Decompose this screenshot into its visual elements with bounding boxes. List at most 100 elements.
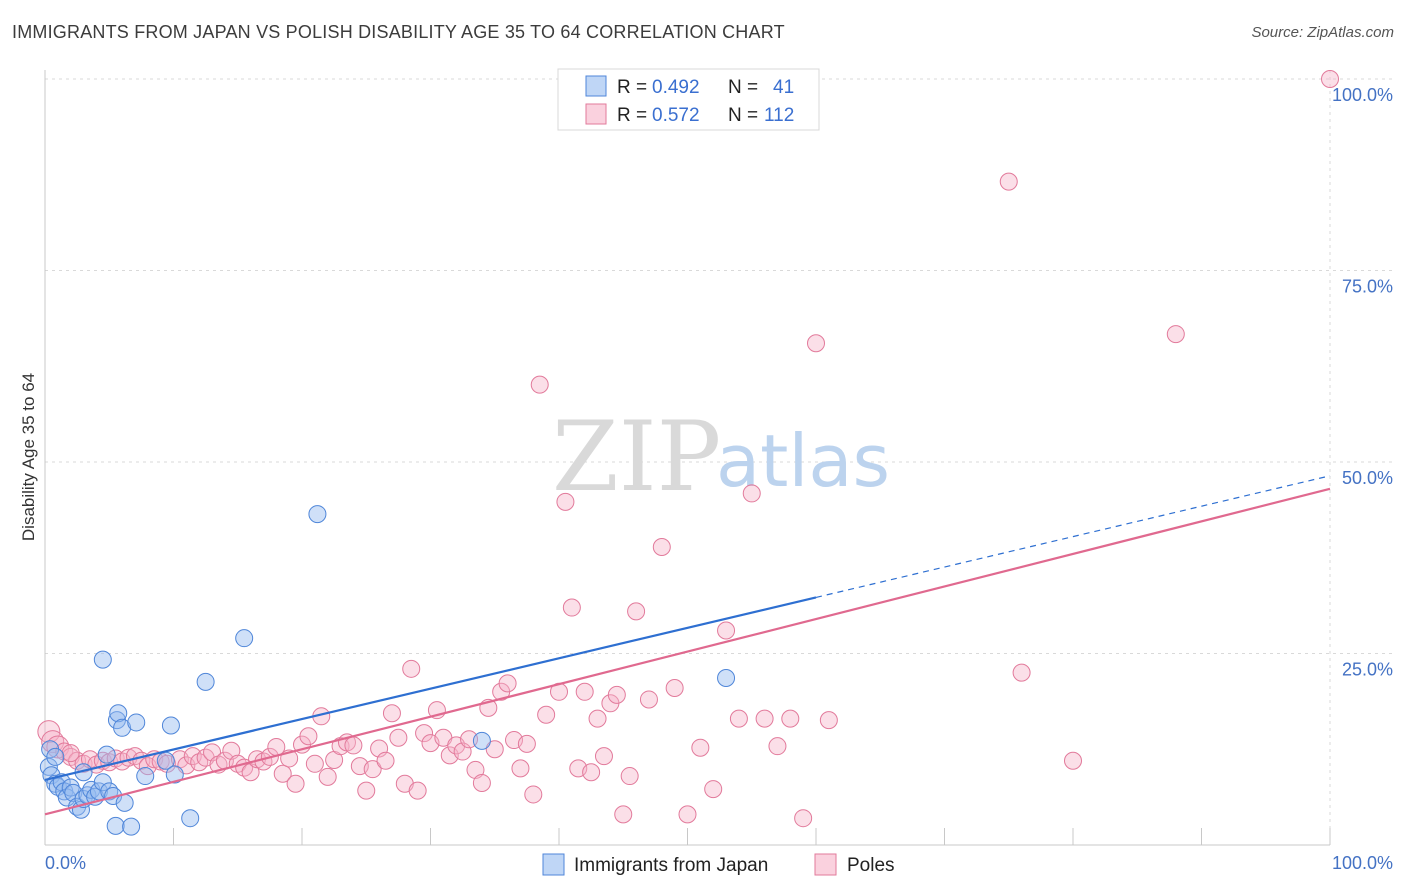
- y-tick-label: 25.0%: [1342, 660, 1393, 680]
- series-legend-label-poles: Poles: [847, 855, 895, 876]
- legend-r-label-poles: R =: [617, 105, 647, 126]
- legend-r-value-poles: 0.572: [652, 105, 700, 126]
- x-tick-label-min: 0.0%: [45, 853, 86, 873]
- point-poles: [344, 736, 363, 755]
- series-legend-label-japan: Immigrants from Japan: [574, 855, 768, 876]
- point-poles: [678, 805, 697, 824]
- point-poles: [299, 727, 318, 746]
- series-legend: Immigrants from Japan Poles: [542, 853, 895, 876]
- y-tick-label: 75.0%: [1342, 277, 1393, 297]
- legend-n-label-japan: N =: [728, 77, 758, 98]
- point-poles: [819, 711, 838, 730]
- trend-lines: [44, 475, 1331, 816]
- point-poles: [556, 492, 575, 511]
- point-japan: [97, 745, 116, 764]
- legend-swatch-poles: [585, 103, 607, 125]
- series-legend-swatch-japan: [542, 853, 565, 876]
- point-japan: [161, 716, 180, 735]
- legend-r-label-japan: R =: [617, 77, 647, 98]
- point-poles: [588, 709, 607, 728]
- y-tick-labels: 25.0% 50.0% 75.0% 100.0%: [1332, 85, 1393, 680]
- point-japan: [181, 809, 200, 828]
- legend-n-label-poles: N =: [728, 105, 758, 126]
- point-poles: [402, 659, 421, 678]
- point-japan: [235, 629, 254, 648]
- point-japan: [122, 817, 141, 836]
- point-japan: [46, 747, 65, 766]
- point-poles: [582, 763, 601, 782]
- source-label: Source: ZipAtlas.com: [1251, 24, 1394, 41]
- point-poles: [1064, 751, 1082, 770]
- point-japan: [93, 650, 112, 669]
- point-poles: [472, 773, 491, 792]
- point-japan: [717, 669, 736, 688]
- point-poles: [190, 753, 209, 772]
- point-poles: [562, 598, 581, 617]
- chart-title: IMMIGRANTS FROM JAPAN VS POLISH DISABILI…: [12, 22, 785, 42]
- point-poles: [530, 375, 549, 394]
- point-poles: [755, 709, 774, 728]
- series-japan-points: [39, 505, 736, 836]
- trend-line-poles: [44, 487, 1331, 816]
- point-poles: [466, 760, 485, 779]
- stats-legend: R = 0.492 N = 41 R = 0.572 N = 112: [557, 68, 820, 131]
- point-poles: [594, 747, 613, 766]
- point-poles: [485, 740, 504, 759]
- point-poles: [729, 709, 748, 728]
- legend-swatch-japan: [585, 75, 607, 97]
- point-poles: [511, 759, 530, 778]
- point-japan: [93, 773, 112, 792]
- point-poles: [1166, 325, 1185, 344]
- point-japan: [113, 718, 132, 737]
- y-axis-label: Disability Age 35 to 64: [19, 373, 38, 541]
- point-japan: [136, 767, 155, 786]
- point-poles: [524, 785, 543, 804]
- point-poles: [742, 484, 761, 503]
- point-poles: [807, 334, 825, 353]
- y-tick-label: 100.0%: [1332, 85, 1393, 105]
- watermark-zip: ZIP: [552, 401, 721, 513]
- point-poles: [273, 764, 292, 783]
- point-poles: [241, 763, 260, 782]
- point-poles: [460, 730, 479, 749]
- point-poles: [537, 705, 556, 724]
- point-poles: [717, 621, 736, 640]
- point-poles: [408, 781, 427, 800]
- legend-r-value-japan: 0.492: [652, 77, 700, 98]
- point-japan: [472, 731, 491, 750]
- point-japan: [308, 505, 327, 524]
- point-japan: [64, 783, 83, 802]
- point-poles: [222, 741, 241, 760]
- point-poles: [1012, 663, 1031, 682]
- point-japan: [115, 793, 134, 812]
- point-japan: [106, 816, 125, 835]
- point-poles: [614, 805, 633, 824]
- point-poles: [305, 754, 324, 773]
- point-poles: [691, 738, 710, 757]
- point-poles: [768, 737, 787, 756]
- point-poles: [665, 678, 684, 697]
- y-tick-label: 50.0%: [1342, 468, 1393, 488]
- point-poles: [318, 767, 337, 786]
- point-poles: [794, 809, 813, 828]
- point-japan: [165, 765, 184, 784]
- point-poles: [620, 767, 639, 786]
- point-poles: [357, 781, 376, 800]
- point-poles: [61, 744, 80, 763]
- x-tick-label-max: 100.0%: [1332, 853, 1393, 873]
- point-poles: [382, 704, 401, 723]
- point-japan: [127, 713, 146, 732]
- point-japan: [196, 672, 215, 691]
- trend-line-japan: [44, 596, 817, 781]
- point-poles: [999, 172, 1018, 191]
- point-poles: [781, 709, 800, 728]
- series-legend-swatch-poles: [814, 853, 837, 876]
- point-poles: [498, 674, 517, 693]
- legend-n-value-poles: 112: [764, 105, 794, 126]
- point-poles: [1321, 70, 1339, 88]
- watermark-atlas: atlas: [716, 419, 890, 503]
- point-japan: [109, 704, 128, 723]
- point-poles: [607, 685, 626, 704]
- legend-n-value-japan: 41: [773, 77, 794, 98]
- point-poles: [704, 780, 723, 799]
